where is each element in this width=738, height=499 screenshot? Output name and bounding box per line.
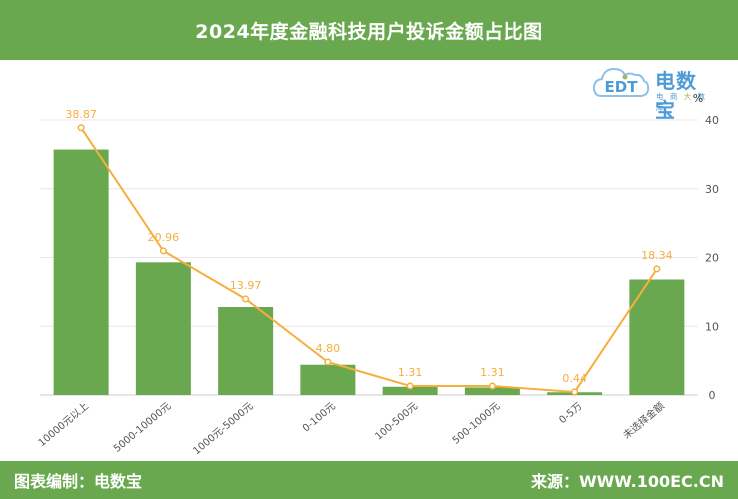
bar [382,386,438,395]
line-point [406,382,414,390]
y-axis-unit: % [693,92,703,105]
data-label: 18.34 [641,249,673,262]
chart-area: 0 10 20 30 40% 10000元以上 5000-10000元 1000元-5000元… [0,60,738,461]
data-label: 1.31 [398,366,423,379]
logo-sub-3: 数 库 [656,92,708,112]
line-point [488,382,496,390]
line-series [80,127,658,394]
logo-text: 电数宝 [655,69,697,122]
x-tick-label: 100-500元 [373,401,420,443]
y-tick-label: 20 [705,252,719,265]
data-label: 1.31 [480,366,505,379]
y-tick-label: 0 [709,389,716,402]
line-point [324,358,332,366]
y-tick-label: 40 [705,114,719,127]
bar [53,149,109,395]
data-label: 38.87 [65,108,97,121]
bar [218,307,274,395]
logo-sub-1: 电 商 [656,92,684,101]
x-tick-label: 0-5万 [557,401,584,426]
chart-title: 2024年度金融科技用户投诉金额占比图 [195,20,543,43]
cloud-logo-icon: EDT [592,67,650,97]
logo-sub-2: 大 [683,92,694,101]
bar [629,279,685,395]
bar [300,364,356,395]
x-tick-label: 5000-10000元 [112,401,173,455]
x-tick-label: 500-1000元 [451,401,503,447]
footer-source: 来源：WWW.100EC.CN [530,472,724,491]
data-label: 0.44 [562,372,587,385]
line-point [571,388,579,396]
bar [464,387,520,395]
line-point [653,265,661,273]
x-tick-label: 0-100元 [301,401,338,435]
x-tick-label: 未选择金额 [620,399,667,441]
chart-header: 2024年度金融科技用户投诉金额占比图 [0,0,738,60]
line-point [159,247,167,255]
line-point [242,295,250,303]
chart-footer: 图表编制：电数宝 来源：WWW.100EC.CN [0,461,738,499]
logo-subtext: 电 商 大 数 库 [656,91,710,113]
logo-cloud-text: EDT [605,78,639,96]
y-tick-label: 10 [705,320,719,333]
data-label: 20.96 [148,231,180,244]
x-tick-label: 1000元-5000元 [191,401,255,457]
bar [135,262,191,395]
data-label: 13.97 [230,279,262,292]
data-label: 4.80 [316,342,341,355]
y-tick-label: 30 [705,183,719,196]
footer-credit: 图表编制：电数宝 [14,472,143,491]
x-tick-label: 10000元以上 [36,400,91,449]
combo-chart: 0 10 20 30 40% 10000元以上 5000-10000元 1000元-5000元… [36,92,719,457]
line-point [77,124,85,132]
brand-logo: EDT 电数宝 电 商 大 数 库 [590,60,710,122]
